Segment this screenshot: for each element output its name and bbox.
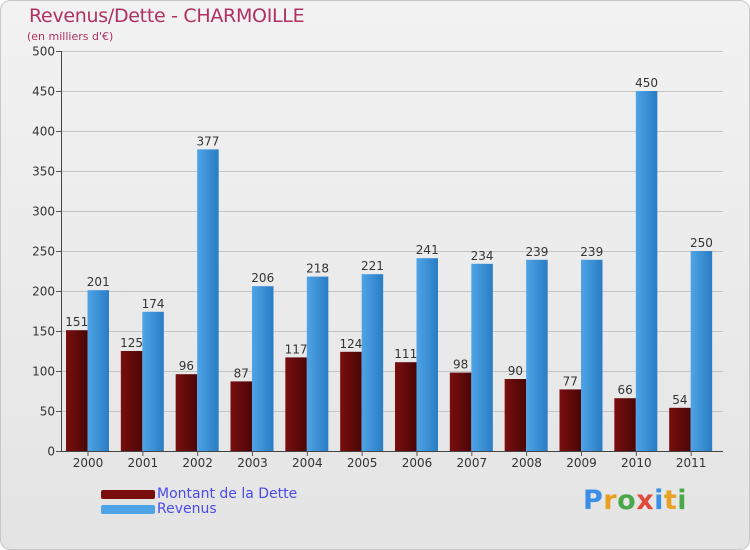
logo-letter: P <box>583 485 604 516</box>
x-tick-label-2004: 2004 <box>292 456 323 470</box>
bar-debt-2010 <box>614 398 636 451</box>
bar-debt-2011 <box>669 407 691 451</box>
bar-revenue-2010 <box>635 91 658 451</box>
bar-debt-2001 <box>120 351 143 451</box>
bar-debt-2007 <box>449 372 472 451</box>
data-label-debt-2001: 125 <box>120 336 143 350</box>
data-label-revenue-2006: 241 <box>416 243 439 257</box>
x-tick-label-2002: 2002 <box>182 456 213 470</box>
y-tick-label: 150 <box>32 325 55 339</box>
legend: Montant de la Dette Revenus <box>101 487 297 517</box>
logo-letter: i <box>677 485 688 516</box>
data-label-debt-2005: 124 <box>339 337 362 351</box>
bar-revenue-2003 <box>252 286 274 451</box>
bar-revenue-2007 <box>471 263 493 451</box>
data-labels: 151 201 125 174 96 377 87 206 117 218 124 221 111 241… <box>65 76 713 407</box>
data-label-revenue-2001: 174 <box>142 297 165 311</box>
x-tick-label-2011: 2011 <box>676 456 707 470</box>
legend-label-debt: Montant de la Dette <box>157 486 298 502</box>
x-tick-label-2003: 2003 <box>237 456 268 470</box>
logo-letter: r <box>603 485 618 516</box>
data-label-revenue-2008: 239 <box>525 245 548 259</box>
grid-lines <box>61 51 723 452</box>
legend-label-revenue: Revenus <box>157 501 217 517</box>
bar-revenue-2009 <box>581 259 603 451</box>
data-label-debt-2002: 96 <box>179 359 194 373</box>
data-label-revenue-2002: 377 <box>196 134 219 148</box>
data-label-debt-2003: 87 <box>234 366 249 380</box>
x-tick-label-2007: 2007 <box>457 456 488 470</box>
data-label-debt-2008: 90 <box>508 364 523 378</box>
legend-swatch-revenue <box>101 505 155 514</box>
data-label-debt-2010: 66 <box>617 383 632 397</box>
chart-subtitle: (en milliers d'€) <box>27 30 114 43</box>
data-label-revenue-2003: 206 <box>251 271 274 285</box>
legend-item-debt: Montant de la Dette <box>101 487 297 502</box>
bar-debt-2003 <box>230 381 252 451</box>
y-tick-label: 500 <box>32 45 55 59</box>
bar-revenue-2011 <box>690 251 713 451</box>
x-tick-label-2006: 2006 <box>402 456 433 470</box>
bar-debt-2006 <box>395 362 417 451</box>
y-tick-label: 350 <box>32 165 55 179</box>
data-label-debt-2006: 111 <box>394 347 417 361</box>
data-label-debt-2009: 77 <box>563 374 578 388</box>
x-tick-label-2000: 2000 <box>73 456 104 470</box>
data-label-debt-2004: 117 <box>285 342 308 356</box>
bar-debt-2002 <box>175 374 198 451</box>
logo-letter: o <box>617 485 637 516</box>
bar-debt-2009 <box>559 389 581 451</box>
y-tick-label: 450 <box>32 85 55 99</box>
bars <box>66 91 713 451</box>
legend-swatch-debt <box>101 490 155 499</box>
bar-revenue-2006 <box>416 258 438 451</box>
bar-debt-2004 <box>285 357 307 451</box>
logo-letter: x <box>636 485 655 516</box>
data-label-revenue-2009: 239 <box>580 245 603 259</box>
x-tick-label-2005: 2005 <box>347 456 378 470</box>
x-tick-label-2001: 2001 <box>128 456 159 470</box>
bar-revenue-2005 <box>361 274 384 451</box>
y-tick-label: 400 <box>32 125 55 139</box>
bar-revenue-2008 <box>526 259 548 451</box>
data-label-revenue-2010: 450 <box>635 76 658 90</box>
chart-title: Revenus/Dette - CHARMOILLE <box>29 5 305 27</box>
bar-revenue-2001 <box>142 311 164 451</box>
logo-letter: i <box>654 485 664 516</box>
bar-revenue-2004 <box>306 276 329 451</box>
bar-debt-2008 <box>504 379 527 451</box>
data-label-revenue-2000: 201 <box>87 275 110 289</box>
legend-item-revenue: Revenus <box>101 502 297 517</box>
data-label-revenue-2005: 221 <box>361 259 384 273</box>
data-label-revenue-2011: 250 <box>690 236 713 250</box>
y-tick-label: 50 <box>40 405 55 419</box>
y-tick-label: 200 <box>32 285 55 299</box>
x-tick-label-2009: 2009 <box>566 456 597 470</box>
x-tick-label-2010: 2010 <box>621 456 652 470</box>
bar-revenue-2000 <box>87 290 109 451</box>
proxiti-logo: Proxiti <box>583 485 687 516</box>
data-label-revenue-2004: 218 <box>306 262 329 276</box>
data-label-revenue-2007: 234 <box>471 249 494 263</box>
data-label-debt-2007: 98 <box>453 358 468 372</box>
data-label-debt-2011: 54 <box>672 393 687 407</box>
axes: 0 50 100 150 200 250 300 350 400 450 500 2000 2001 20… <box>32 45 723 470</box>
y-tick-label: 0 <box>47 445 55 459</box>
bar-revenue-2002 <box>197 149 219 451</box>
y-tick-label: 250 <box>32 245 55 259</box>
bar-debt-2000 <box>66 330 88 451</box>
bar-debt-2005 <box>340 351 362 451</box>
y-tick-label: 300 <box>32 205 55 219</box>
y-tick-label: 100 <box>32 365 55 379</box>
data-label-debt-2000: 151 <box>65 315 88 329</box>
x-tick-label-2008: 2008 <box>511 456 542 470</box>
logo-letter: t <box>663 485 678 516</box>
